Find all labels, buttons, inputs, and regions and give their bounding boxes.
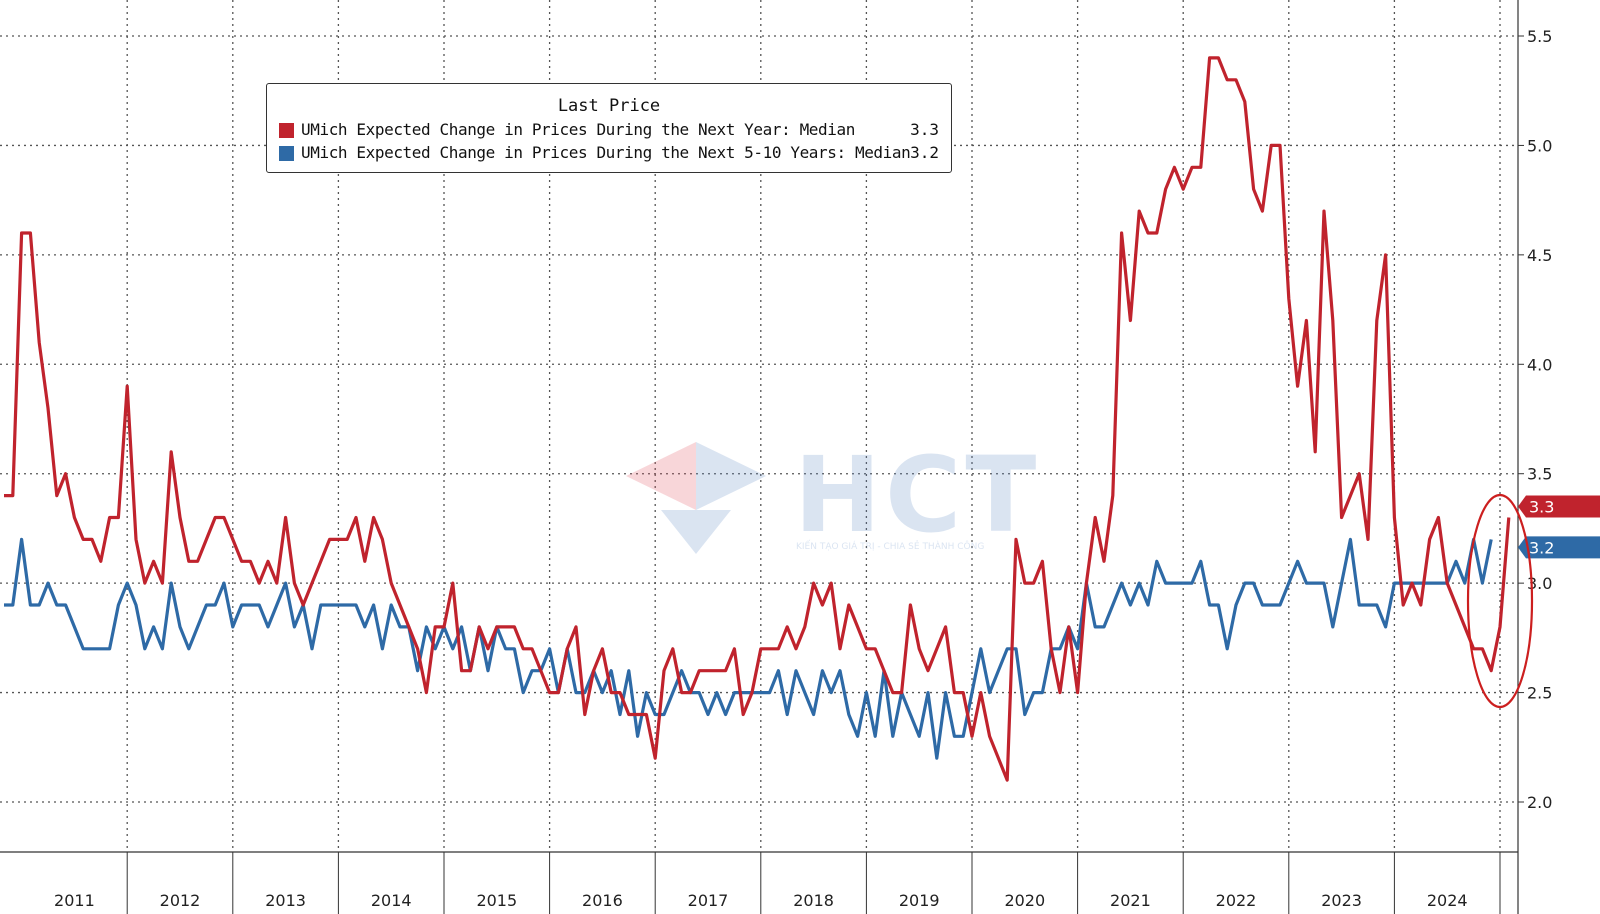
legend-item-next-year: UMich Expected Change in Prices During t… [279, 120, 939, 142]
x-tick-label: 2020 [1004, 891, 1045, 910]
badge-shape [1518, 495, 1600, 518]
x-tick-label: 2016 [582, 891, 623, 910]
x-tick-label: 2024 [1427, 891, 1468, 910]
x-tick-label: 2017 [688, 891, 729, 910]
last-value-badge-red: 3.3 [1518, 495, 1600, 518]
badge-shape [1518, 536, 1600, 559]
x-tick-label: 2021 [1110, 891, 1151, 910]
series-line-next-year [4, 56, 1511, 782]
x-tick-label: 2013 [265, 891, 306, 910]
x-tick-label: 2012 [160, 891, 201, 910]
y-tick-label: 3.0 [1527, 574, 1552, 593]
x-tick-label: 2023 [1321, 891, 1362, 910]
legend-item-5-10-years: UMich Expected Change in Prices During t… [279, 143, 939, 165]
legend-label: UMich Expected Change in Prices During t… [301, 120, 855, 139]
legend-value: 3.3 [910, 120, 939, 139]
legend-value: 3.2 [910, 143, 939, 162]
series-line-5-10-years [4, 537, 1493, 760]
legend-label: UMich Expected Change in Prices During t… [301, 143, 911, 162]
watermark-tagline: KIẾN TẠO GIÁ TRỊ - CHIA SẺ THÀNH CÔNG [796, 542, 985, 552]
y-tick-label: 4.5 [1527, 246, 1552, 265]
legend-swatch-red [279, 123, 294, 138]
axis-layer: 2.0 2.5 3.0 3.5 4.0 4.5 5.0 5.5 2011 2012 2013 2014… [0, 0, 1552, 914]
x-tick-label: 2022 [1216, 891, 1257, 910]
x-tick-label: 2014 [371, 891, 412, 910]
x-tick-label: 2015 [476, 891, 517, 910]
x-tick-label: 2019 [899, 891, 940, 910]
watermark-text: HCT [794, 434, 1041, 556]
grid-layer [0, 0, 1518, 852]
highlight-annotation [1466, 493, 1534, 709]
badge-value: 3.2 [1529, 538, 1554, 557]
x-tick-label: 2018 [793, 891, 834, 910]
last-value-badge-blue: 3.2 [1518, 536, 1600, 559]
last-value-badges: 3.3 3.2 [1518, 495, 1600, 559]
y-tick-label: 5.5 [1527, 27, 1552, 46]
watermark: HCT KIẾN TẠO GIÁ TRỊ - CHIA SẺ THÀNH CÔN… [626, 434, 1036, 562]
legend-title: Last Price [557, 96, 661, 116]
y-tick-label: 4.0 [1527, 355, 1552, 374]
y-tick-label: 3.5 [1527, 465, 1552, 484]
y-tick-label: 5.0 [1527, 136, 1552, 155]
legend-swatch-blue [279, 146, 294, 161]
series-layer [4, 56, 1511, 782]
y-tick-label: 2.0 [1527, 793, 1552, 812]
chart-legend: Last Price UMich Expected Change in Pric… [266, 83, 952, 173]
badge-value: 3.3 [1529, 497, 1554, 516]
watermark-logo-icon [626, 442, 766, 554]
x-tick-label: 2011 [54, 891, 95, 910]
y-tick-label: 2.5 [1527, 684, 1552, 703]
